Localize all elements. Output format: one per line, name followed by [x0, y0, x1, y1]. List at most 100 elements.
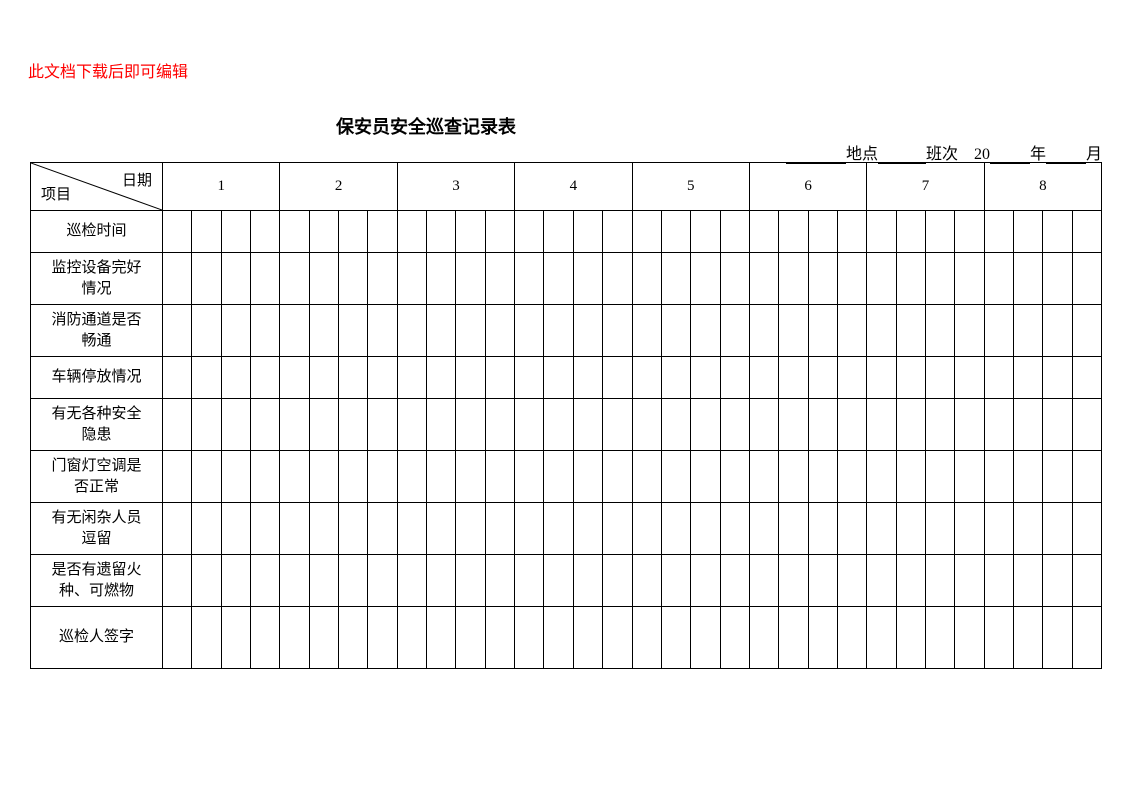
data-cell — [749, 503, 778, 555]
data-cell — [925, 357, 954, 399]
table-row: 门窗灯空调是否正常 — [31, 451, 1102, 503]
data-cell — [573, 211, 602, 253]
data-cell — [984, 607, 1013, 669]
data-cell — [661, 607, 690, 669]
data-cell — [163, 211, 192, 253]
data-cell — [427, 211, 456, 253]
data-cell — [163, 555, 192, 607]
data-cell — [955, 211, 984, 253]
data-cell — [1072, 357, 1101, 399]
row-label: 巡检人签字 — [31, 607, 163, 669]
data-cell — [1013, 253, 1042, 305]
page-title: 保安员安全巡查记录表 — [336, 113, 516, 139]
data-cell — [280, 305, 309, 357]
data-cell — [1013, 211, 1042, 253]
data-cell — [1043, 503, 1072, 555]
data-cell — [1072, 211, 1101, 253]
data-cell — [192, 607, 221, 669]
data-cell — [397, 211, 426, 253]
data-cell — [749, 399, 778, 451]
data-cell — [925, 607, 954, 669]
data-cell — [221, 399, 250, 451]
data-cell — [544, 253, 573, 305]
data-cell — [779, 357, 808, 399]
data-cell — [368, 607, 397, 669]
data-cell — [632, 503, 661, 555]
editable-note: 此文档下载后即可编辑 — [28, 58, 188, 82]
data-cell — [925, 211, 954, 253]
data-cell — [1043, 253, 1072, 305]
data-cell — [192, 451, 221, 503]
date-header: 7 — [867, 163, 984, 211]
data-cell — [309, 357, 338, 399]
data-cell — [691, 357, 720, 399]
table-body: 巡检时间监控设备完好情况消防通道是否畅通车辆停放情况有无各种安全隐患门窗灯空调是… — [31, 211, 1102, 669]
data-cell — [573, 357, 602, 399]
data-cell — [427, 503, 456, 555]
data-cell — [720, 253, 749, 305]
data-cell — [837, 555, 866, 607]
data-cell — [544, 555, 573, 607]
data-cell — [515, 357, 544, 399]
data-cell — [192, 357, 221, 399]
data-cell — [368, 399, 397, 451]
data-cell — [427, 399, 456, 451]
label-month: 月 — [1086, 146, 1102, 163]
data-cell — [309, 399, 338, 451]
data-cell — [251, 607, 280, 669]
data-cell — [1013, 451, 1042, 503]
data-cell — [221, 357, 250, 399]
row-label: 是否有遗留火种、可燃物 — [31, 555, 163, 607]
row-label: 巡检时间 — [31, 211, 163, 253]
data-cell — [808, 503, 837, 555]
data-cell — [1043, 305, 1072, 357]
data-cell — [749, 305, 778, 357]
data-cell — [603, 211, 632, 253]
data-cell — [485, 607, 514, 669]
data-cell — [339, 305, 368, 357]
data-cell — [515, 305, 544, 357]
data-cell — [867, 211, 896, 253]
data-cell — [867, 305, 896, 357]
data-cell — [1043, 451, 1072, 503]
data-cell — [515, 253, 544, 305]
data-cell — [984, 399, 1013, 451]
data-cell — [280, 211, 309, 253]
data-cell — [925, 399, 954, 451]
data-cell — [837, 399, 866, 451]
data-cell — [632, 451, 661, 503]
data-cell — [1013, 607, 1042, 669]
data-cell — [309, 607, 338, 669]
data-cell — [309, 451, 338, 503]
data-cell — [397, 503, 426, 555]
data-cell — [808, 399, 837, 451]
data-cell — [427, 607, 456, 669]
data-cell — [221, 253, 250, 305]
data-cell — [1072, 451, 1101, 503]
data-cell — [163, 305, 192, 357]
data-cell — [720, 211, 749, 253]
row-label: 有无各种安全隐患 — [31, 399, 163, 451]
row-label: 车辆停放情况 — [31, 357, 163, 399]
data-cell — [163, 607, 192, 669]
data-cell — [339, 357, 368, 399]
data-cell — [1013, 503, 1042, 555]
data-cell — [251, 357, 280, 399]
data-cell — [720, 451, 749, 503]
data-cell — [456, 305, 485, 357]
data-cell — [837, 305, 866, 357]
data-cell — [280, 503, 309, 555]
table-container: 日期 项目 12345678 巡检时间监控设备完好情况消防通道是否畅通车辆停放情… — [30, 162, 1102, 669]
data-cell — [456, 503, 485, 555]
label-year: 年 — [1030, 146, 1046, 163]
data-cell — [397, 253, 426, 305]
data-cell — [573, 503, 602, 555]
table-row: 是否有遗留火种、可燃物 — [31, 555, 1102, 607]
date-header: 4 — [515, 163, 632, 211]
data-cell — [837, 211, 866, 253]
data-cell — [603, 399, 632, 451]
data-cell — [720, 555, 749, 607]
data-cell — [925, 253, 954, 305]
data-cell — [456, 607, 485, 669]
data-cell — [837, 253, 866, 305]
